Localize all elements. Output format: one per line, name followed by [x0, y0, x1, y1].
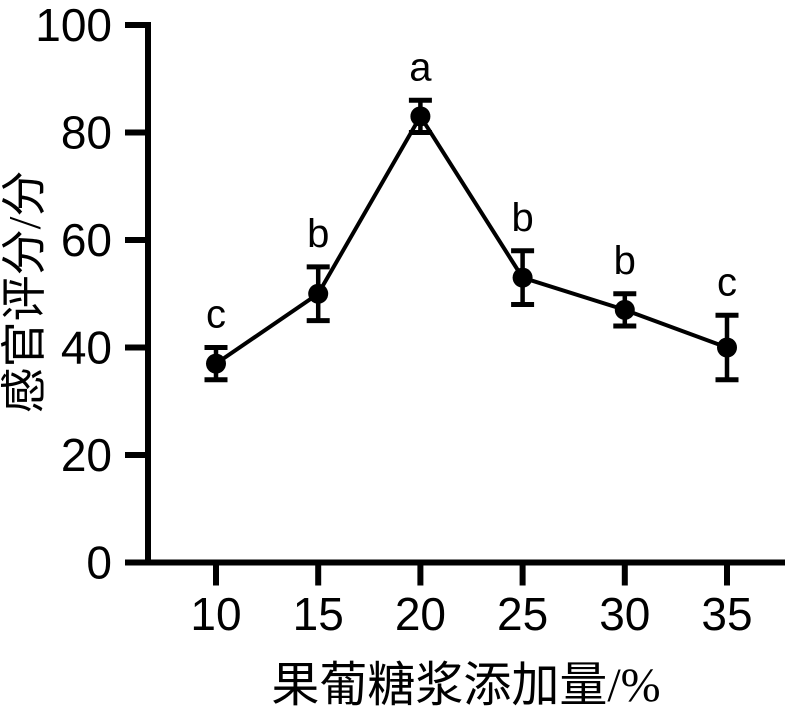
data-point — [410, 106, 431, 127]
x-tick-label: 30 — [599, 588, 650, 640]
y-axis-ticks: 0 20 40 60 80 100 — [35, 0, 148, 589]
significance-letter: c — [206, 293, 226, 337]
series-points — [206, 106, 737, 374]
series-polyline — [214, 112, 728, 366]
y-tick-label: 80 — [61, 107, 112, 159]
x-axis-title: 果葡糖浆添加量/% — [271, 659, 660, 712]
x-tick-label: 25 — [497, 588, 548, 640]
axes — [145, 22, 785, 566]
series-line — [214, 112, 728, 366]
data-point — [717, 337, 737, 358]
x-tick-label: 15 — [293, 588, 344, 640]
significance-letter: b — [511, 196, 533, 240]
data-point — [308, 283, 329, 304]
data-point — [206, 353, 226, 374]
significance-letter: b — [307, 212, 329, 256]
data-point — [614, 299, 635, 320]
significance-letter: b — [614, 239, 636, 283]
significance-letter: a — [409, 45, 432, 89]
y-tick-label: 0 — [86, 537, 112, 589]
data-point — [512, 267, 533, 288]
x-tick-label: 35 — [701, 588, 752, 640]
error-bars — [204, 97, 739, 383]
x-tick-label: 20 — [395, 588, 446, 640]
y-axis-title: 感官评分/分 — [0, 171, 50, 414]
x-tick-label: 10 — [190, 588, 241, 640]
y-tick-label: 40 — [61, 322, 112, 374]
significance-letters: c b a b b c — [206, 45, 737, 336]
y-tick-label: 20 — [61, 429, 112, 481]
significance-letter: c — [717, 260, 737, 304]
y-tick-label: 100 — [35, 0, 112, 51]
axis-frame — [145, 22, 785, 566]
y-tick-label: 60 — [61, 214, 112, 266]
x-axis-ticks: 10 15 20 25 30 35 — [190, 562, 753, 640]
